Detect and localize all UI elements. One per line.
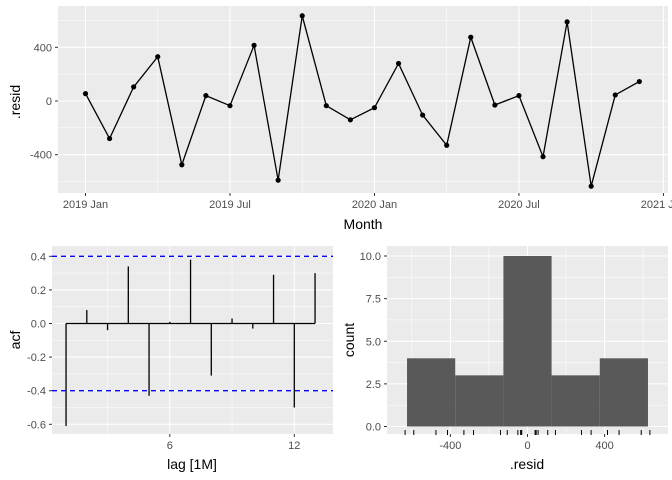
acf-y-tick-label: 0.0 [31,319,46,331]
resid-data-point [636,78,642,85]
resid-x-tick-label: 2019 Jan [63,199,108,211]
resid-data-point [203,93,209,99]
histogram-y-tick-label: 7.5 [366,294,381,306]
resid-x-tick-label: 2021 Jan [641,199,672,211]
resid-axis-ticks: -400 0 400 2019 Jan 2019 Jul 2020 Jan 2020 Jul… [30,42,672,211]
histogram-bars [407,256,648,427]
histogram-panel: 0.0 2.5 5.0 7.5 10.0 -400 0 400 .resid count [341,246,668,472]
histogram-bar [599,358,648,427]
resid-data-point [299,13,305,19]
acf-panel-background [52,246,333,434]
resid-data-point [179,162,185,168]
resid-series [82,13,642,189]
resid-y-tick-label: -400 [30,150,52,162]
acf-y-tick-label: -0.4 [27,386,46,398]
resid-data-point [106,135,113,142]
resid-data-point [275,177,281,183]
resid-data-point [516,93,522,99]
acf-x-tick-label: 12 [288,440,300,452]
resid-data-point [564,19,570,25]
acf-panel: -0.6 -0.4 -0.2 0.0 0.2 0.4 6 12 lag [1M] acf [7,246,333,472]
resid-gridlines [58,6,668,193]
resid-data-point [444,142,450,148]
resid-panel-background [58,6,668,193]
acf-y-tick-label: -0.2 [27,352,46,364]
acf-y-tick-label: 0.2 [31,285,46,297]
histogram-x-tick-label: -400 [439,440,461,452]
resid-x-tick-label: 2020 Jan [352,199,397,211]
resid-data-point [468,34,474,40]
resid-data-point [612,92,618,98]
histogram-x-tick-label: 400 [595,440,613,452]
histogram-y-tick-label: 2.5 [366,379,381,391]
histogram-y-tick-label: 10.0 [360,251,381,263]
acf-x-axis-title: lag [1M] [167,456,217,472]
resid-y-tick-label: 0 [46,96,52,108]
resid-data-point [588,183,594,189]
resid-y-tick-label: 400 [34,42,52,54]
resid-data-point [131,84,137,90]
histogram-bar [551,375,600,427]
resid-data-point [492,102,498,108]
resid-data-point [540,154,546,160]
resid-y-axis-title: .resid [7,85,23,119]
acf-x-tick-label: 6 [167,440,173,452]
resid-data-point [251,42,257,48]
resid-data-point [347,117,353,123]
acf-bars [52,255,333,426]
histogram-y-axis-title: count [341,323,357,357]
resid-series-line [84,15,640,187]
acf-y-tick-label: 0.4 [31,251,46,263]
resid-x-axis-title: Month [344,216,383,232]
acf-axis-ticks: -0.6 -0.4 -0.2 0.0 0.2 0.4 6 12 [27,251,300,452]
resid-data-point [227,103,233,109]
resid-data-point [155,54,161,60]
histogram-axis-ticks: 0.0 2.5 5.0 7.5 10.0 -400 0 400 [360,251,614,452]
resid-x-tick-label: 2020 Jul [498,199,540,211]
resid-x-tick-label: 2019 Jul [209,199,251,211]
histogram-bar [503,256,552,427]
histogram-y-tick-label: 5.0 [366,336,381,348]
resid-data-point [82,91,89,97]
histogram-bar [407,358,456,427]
histogram-bar [455,375,504,427]
histogram-x-tick-label: 0 [524,440,530,452]
acf-y-axis-title: acf [7,331,23,350]
histogram-rug [404,430,651,435]
acf-y-tick-label: -0.6 [27,419,46,431]
resid-data-point [420,112,426,118]
histogram-y-tick-label: 0.0 [366,422,381,434]
resid-data-point [395,60,402,67]
histogram-x-axis-title: .resid [510,456,544,472]
resid-data-point [371,105,378,111]
resid-time-panel: -400 0 400 2019 Jan 2019 Jul 2020 Jan 2020 Jul… [7,6,672,232]
resid-data-point [323,103,329,109]
